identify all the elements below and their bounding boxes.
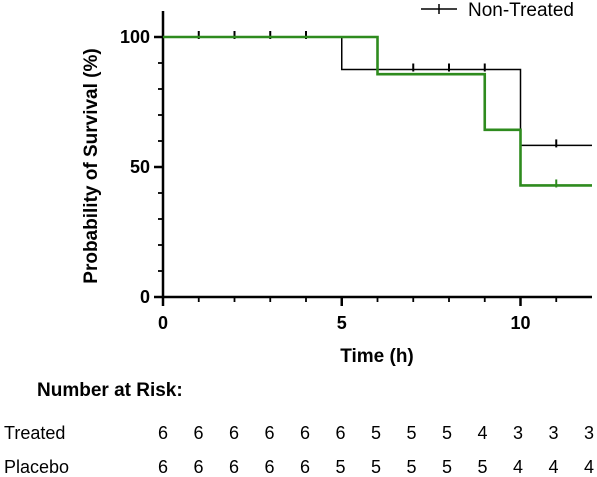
risk-cell: 6	[229, 457, 239, 477]
y-tick-label: 100	[120, 27, 150, 47]
risk-cell: 5	[406, 423, 416, 443]
risk-cell: 6	[158, 423, 168, 443]
risk-cell: 6	[229, 423, 239, 443]
risk-cell: 6	[264, 457, 274, 477]
risk-cell: 6	[193, 457, 203, 477]
risk-cell: 6	[300, 423, 310, 443]
risk-row-label: Treated	[4, 423, 65, 443]
x-tick-label: 0	[158, 313, 168, 333]
risk-cell: 6	[300, 457, 310, 477]
risk-cell: 4	[548, 457, 558, 477]
series-layer	[163, 31, 592, 188]
series-line	[163, 35, 592, 187]
series-2	[163, 35, 592, 188]
x-tick-label: 10	[510, 313, 530, 333]
risk-cell: 6	[158, 457, 168, 477]
x-axis-title: Time (h)	[340, 346, 414, 367]
risk-cell: 6	[335, 423, 345, 443]
risk-cell: 3	[548, 423, 558, 443]
axes: 0 50 100 0 5 10	[120, 11, 592, 333]
risk-cell: 6	[193, 423, 203, 443]
risk-row: Treated 6 6 6 6 6 6 5 5 5 4 3 3 3	[4, 423, 594, 443]
risk-cell: 5	[442, 457, 452, 477]
x-tick-label: 5	[337, 313, 347, 333]
risk-cell: 4	[513, 457, 523, 477]
risk-cell: 5	[371, 457, 381, 477]
risk-row-label: Placebo	[4, 457, 69, 477]
y-tick-label: 0	[140, 287, 150, 307]
risk-cell: 5	[477, 457, 487, 477]
risk-cell: 4	[477, 423, 487, 443]
y-tick-label: 50	[130, 157, 150, 177]
risk-cell: 6	[264, 423, 274, 443]
risk-table: Treated 6 6 6 6 6 6 5 5 5 4 3 3 3 Placebo 6 6 6 6 6 5 5 5 5 5 4 4 4	[4, 423, 594, 477]
legend-label: Non-Treated	[468, 0, 574, 21]
risk-cell: 4	[584, 457, 594, 477]
legend: Non-Treated	[421, 0, 574, 21]
risk-table-title: Number at Risk:	[37, 380, 183, 401]
y-axis-title: Probability of Survival (%)	[81, 48, 102, 283]
risk-cell: 5	[442, 423, 452, 443]
risk-row: Placebo 6 6 6 6 6 5 5 5 5 5 4 4 4	[4, 457, 594, 477]
risk-cell: 5	[406, 457, 416, 477]
risk-cell: 5	[371, 423, 381, 443]
risk-cell: 5	[335, 457, 345, 477]
risk-cell: 3	[513, 423, 523, 443]
risk-cell: 3	[584, 423, 594, 443]
